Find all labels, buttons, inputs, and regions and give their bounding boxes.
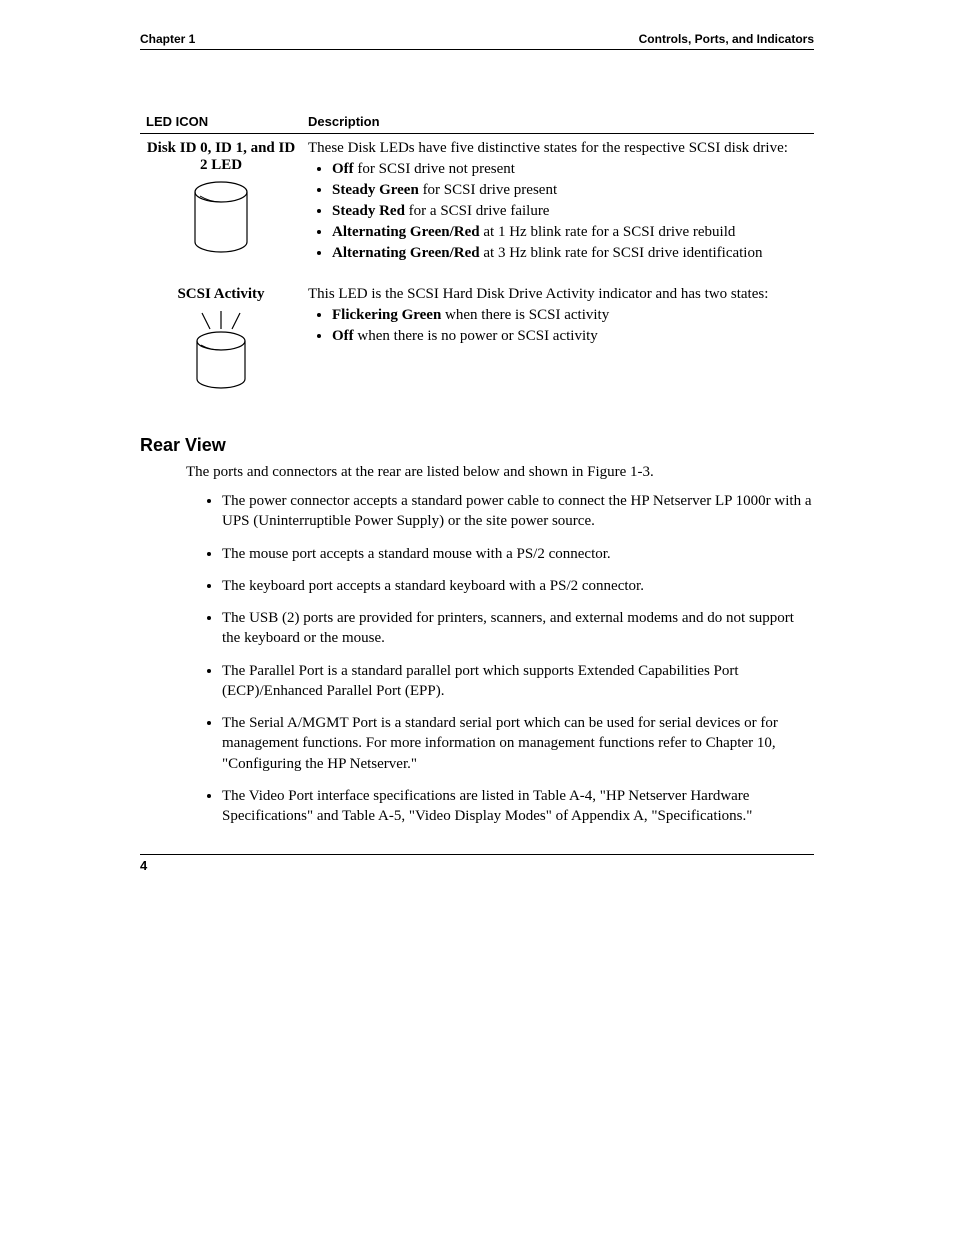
list-item: The USB (2) ports are provided for print…	[222, 608, 814, 649]
rear-list: The power connector accepts a standard p…	[186, 491, 814, 826]
header-right: Controls, Ports, and Indicators	[639, 32, 814, 46]
list-item: Off when there is no power or SCSI activ…	[332, 328, 808, 345]
list-item: The Serial A/MGMT Port is a standard ser…	[222, 713, 814, 774]
disk-icon	[146, 180, 296, 254]
list-item: The mouse port accepts a standard mouse …	[222, 544, 814, 564]
table-row: SCSI Activity	[140, 280, 814, 407]
rear-intro: The ports and connectors at the rear are…	[186, 464, 814, 481]
list-item: Off for SCSI drive not present	[332, 161, 808, 178]
row1-list: Flickering Green when there is SCSI acti…	[308, 307, 808, 345]
list-item: Alternating Green/Red at 1 Hz blink rate…	[332, 224, 808, 241]
rear-view-body: The ports and connectors at the rear are…	[186, 464, 814, 826]
led-table: LED ICON Description Disk ID 0, ID 1, an…	[140, 110, 814, 407]
list-item: The Parallel Port is a standard parallel…	[222, 661, 814, 702]
page-number: 4	[140, 858, 147, 873]
list-item: The power connector accepts a standard p…	[222, 491, 814, 532]
list-item: Alternating Green/Red at 3 Hz blink rate…	[332, 245, 808, 262]
led-label-disk: Disk ID 0, ID 1, and ID 2 LED	[146, 140, 296, 174]
row0-intro: These Disk LEDs have five distinctive st…	[308, 140, 808, 157]
running-header: Chapter 1 Controls, Ports, and Indicator…	[140, 32, 814, 50]
list-item: Flickering Green when there is SCSI acti…	[332, 307, 808, 324]
list-item: Steady Red for a SCSI drive failure	[332, 203, 808, 220]
th-description: Description	[302, 110, 814, 134]
th-led-icon: LED ICON	[140, 110, 302, 134]
rear-view-heading: Rear View	[140, 435, 814, 456]
row0-list: Off for SCSI drive not present Steady Gr…	[308, 161, 808, 262]
row1-intro: This LED is the SCSI Hard Disk Drive Act…	[308, 286, 808, 303]
footer: 4	[140, 854, 814, 875]
list-item: The keyboard port accepts a standard key…	[222, 576, 814, 596]
list-item: The Video Port interface specifications …	[222, 786, 814, 827]
list-item: Steady Green for SCSI drive present	[332, 182, 808, 199]
page: Chapter 1 Controls, Ports, and Indicator…	[0, 0, 954, 1235]
header-left: Chapter 1	[140, 32, 195, 46]
scsi-activity-icon	[146, 309, 296, 393]
table-row: Disk ID 0, ID 1, and ID 2 LED These Disk…	[140, 134, 814, 281]
led-label-scsi: SCSI Activity	[146, 286, 296, 303]
